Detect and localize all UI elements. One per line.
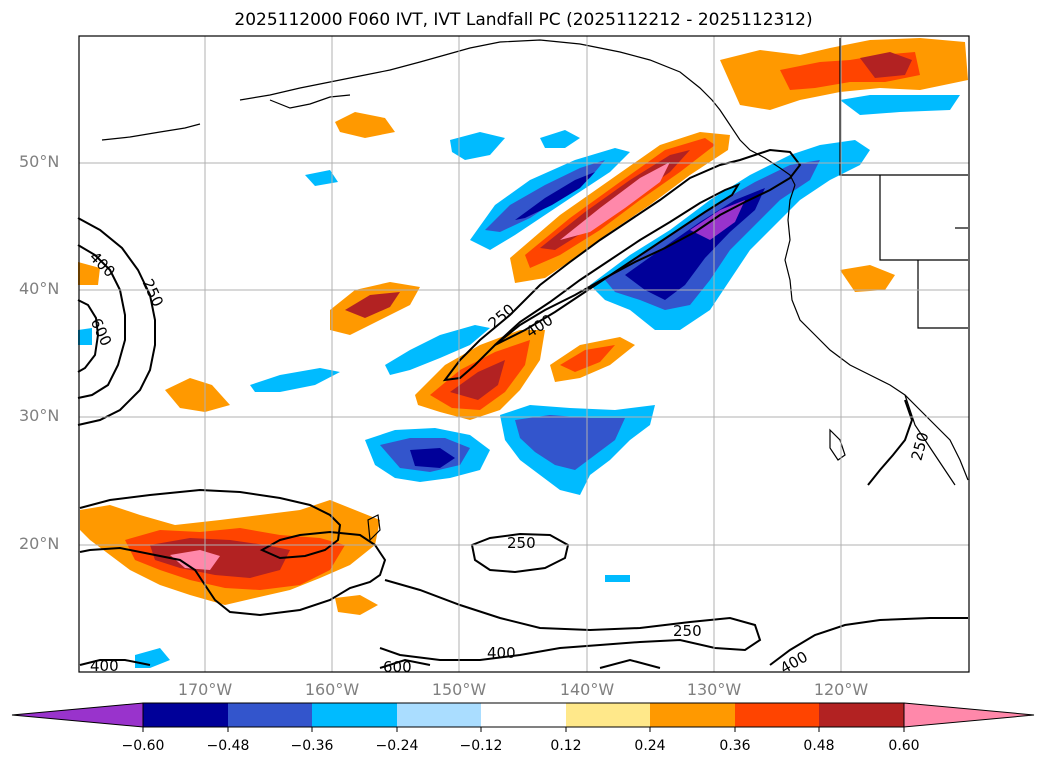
colorbar-tick-label: −0.24 [375, 738, 419, 754]
map-title: 2025112000 F060 IVT, IVT Landfall PC (20… [234, 10, 813, 30]
colorbar-swatch [566, 703, 650, 727]
colorbar-swatch [397, 703, 481, 727]
colorbar-tick-label: −0.60 [121, 738, 165, 754]
lat-label-50n: 50°N [19, 152, 60, 171]
grid-lines [79, 36, 969, 672]
colorbar-tick-label: −0.48 [206, 738, 250, 754]
lon-label-120w: 120°W [813, 680, 869, 699]
colorbar-swatch [481, 703, 566, 727]
colorbar-tick-label: −0.36 [290, 738, 334, 754]
colorbar-tick-label: 0.24 [634, 738, 666, 754]
lon-label-160w: 160°W [304, 680, 360, 699]
positive-anomaly-fields [78, 38, 968, 615]
contour-label: 400 [487, 644, 516, 662]
lat-label-30n: 30°N [19, 406, 60, 425]
ivt-contours [77, 148, 968, 669]
lon-label-150w: 150°W [431, 680, 487, 699]
colorbar-swatch [735, 703, 819, 727]
colorbar-tick-label: 0.36 [719, 738, 751, 754]
colorbar-swatch [228, 703, 312, 727]
colorbar-swatch [819, 703, 904, 727]
lat-label-40n: 40°N [19, 279, 60, 298]
colorbar-arrow-low [11, 702, 144, 728]
colorbar-tick-label: 0.60 [888, 738, 920, 754]
colorbar-swatch [143, 703, 228, 727]
colorbar-swatch [650, 703, 735, 727]
contour-label: 400 [90, 657, 119, 675]
contour-label: 250 [507, 534, 536, 552]
map-border [78, 35, 970, 673]
lon-label-170w: 170°W [177, 680, 233, 699]
contour-label: 250 [673, 622, 702, 640]
lat-label-20n: 20°N [19, 534, 60, 553]
lon-label-140w: 140°W [559, 680, 615, 699]
colorbar [11, 702, 1035, 732]
colorbar-arrow-high [903, 702, 1035, 728]
lon-label-130w: 130°W [686, 680, 742, 699]
colorbar-swatch [312, 703, 397, 727]
contour-label: 600 [383, 658, 412, 676]
colorbar-tick-label: 0.48 [803, 738, 835, 754]
coastlines [101, 38, 969, 542]
colorbar-tick-label: −0.12 [459, 738, 503, 754]
colorbar-tick-label: 0.12 [550, 738, 582, 754]
